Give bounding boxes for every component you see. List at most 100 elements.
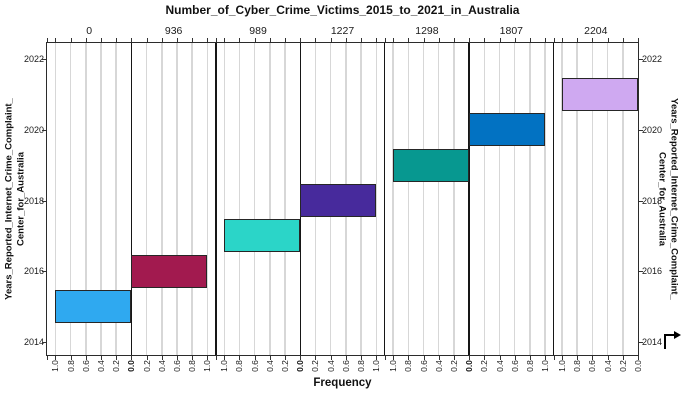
x-tick-mark [177, 356, 179, 360]
panel-gridline [100, 43, 102, 355]
x-tick-mark [47, 356, 48, 360]
x-tick-mark [577, 356, 579, 360]
panel-value-label: 936 [164, 25, 183, 37]
x-tick-label: 0.8 [187, 360, 198, 372]
bar-2015 [55, 289, 132, 323]
x-tick-label: 0.4 [156, 360, 167, 372]
panel-gridline [407, 43, 410, 355]
x-tick-mark [224, 356, 226, 360]
x-tick-mark [269, 356, 271, 360]
y-tick-mark [42, 200, 46, 202]
panel-boundary-line [468, 43, 470, 355]
panel-gridline [375, 43, 378, 355]
x-tick-label: 0.6 [172, 360, 183, 372]
x-tick-mark [514, 38, 516, 42]
x-tick-mark [545, 356, 547, 360]
x-tick-mark [215, 38, 217, 42]
panel-gridline [513, 43, 516, 355]
panel-gridline [145, 43, 148, 355]
panel-value-label: 1298 [415, 25, 439, 37]
x-tick-mark [592, 356, 594, 360]
x-tick-mark [361, 356, 363, 360]
x-tick-mark [300, 356, 302, 360]
x-tick-label: 0.6 [509, 360, 520, 372]
panel-gridline [284, 43, 286, 355]
panel-gridline [606, 43, 609, 355]
panel-value-label: 2204 [584, 25, 608, 37]
x-tick-mark [562, 356, 563, 360]
y-tick-label-right: 2016 [642, 266, 663, 277]
x-tick-mark [239, 38, 241, 42]
x-tick-mark [553, 38, 555, 42]
x-tick-label: 0.2 [617, 360, 628, 372]
y-tick-mark [42, 59, 46, 61]
x-tick-label: 0.6 [587, 360, 598, 372]
x-tick-label: 0.8 [234, 360, 245, 372]
y-tick-label-left: 2014 [23, 336, 44, 347]
panel-gridline [85, 43, 87, 355]
y-tick-mark [639, 271, 643, 273]
x-tick-mark [529, 356, 531, 360]
x-tick-mark [254, 38, 256, 42]
x-tick-label: 0.2 [479, 360, 490, 372]
x-tick-mark [438, 356, 440, 360]
x-tick-mark [499, 38, 501, 42]
x-tick-mark [131, 356, 133, 360]
x-tick-mark [285, 38, 287, 42]
x-tick-label: 1.0 [557, 360, 567, 372]
x-tick-mark [545, 38, 547, 42]
y-tick-mark [639, 59, 643, 61]
x-tick-mark [453, 356, 455, 360]
panel-gridline [238, 43, 241, 355]
panel-value-label: 1227 [330, 25, 355, 37]
x-tick-label: 0.2 [111, 360, 122, 372]
x-tick-label: 0.4 [602, 360, 613, 372]
x-tick-mark [484, 356, 486, 360]
x-tick-mark [101, 38, 103, 42]
x-tick-mark [408, 356, 410, 360]
panel-value-label: 1807 [499, 25, 524, 37]
x-tick-mark [146, 38, 148, 42]
panel-value-label: 0 [86, 25, 93, 37]
x-tick-mark [469, 38, 471, 42]
x-tick-mark [330, 38, 332, 42]
x-tick-mark [177, 38, 179, 42]
y-tick-label-right: 2018 [642, 195, 663, 206]
x-tick-label: 0.4 [433, 360, 444, 372]
x-tick-label: 0.6 [80, 360, 91, 372]
panel-gridline [54, 43, 57, 355]
panel-gridline [453, 43, 455, 355]
x-tick-mark [285, 356, 287, 360]
x-tick-mark [345, 38, 347, 42]
x-tick-label: 0.2 [448, 360, 459, 372]
panel-gridline [269, 43, 271, 355]
x-tick-mark [408, 38, 410, 42]
x-tick-label: 1.0 [371, 360, 382, 372]
y-tick-mark [639, 200, 643, 202]
x-tick-mark [315, 38, 317, 42]
x-tick-label: 0.8 [403, 360, 414, 372]
panel-gridline [529, 43, 531, 355]
plot-area [46, 42, 639, 356]
y-tick-mark [639, 129, 643, 131]
x-tick-mark [484, 38, 486, 42]
x-tick-mark [55, 356, 57, 360]
x-tick-label: 0.6 [418, 360, 429, 372]
panel-gridline [191, 43, 193, 355]
x-tick-label: 1.0 [219, 360, 230, 372]
x-tick-mark [47, 38, 48, 42]
x-tick-mark [315, 356, 317, 360]
x-tick-mark [622, 38, 624, 42]
panel-boundary-line [215, 43, 217, 355]
x-tick-mark [453, 38, 455, 42]
panel-gridline [591, 43, 594, 355]
panel-value-label: 989 [249, 25, 267, 37]
x-tick-mark [192, 38, 194, 42]
x-tick-mark [577, 38, 579, 42]
panel-gridline [498, 43, 501, 355]
x-tick-label: 0.2 [141, 360, 152, 372]
x-tick-label: 0.4 [494, 360, 505, 372]
y-axis-label-line1: Years_Reported_Internet_Crime_Complaint_ [3, 98, 15, 300]
x-tick-mark [192, 356, 194, 360]
